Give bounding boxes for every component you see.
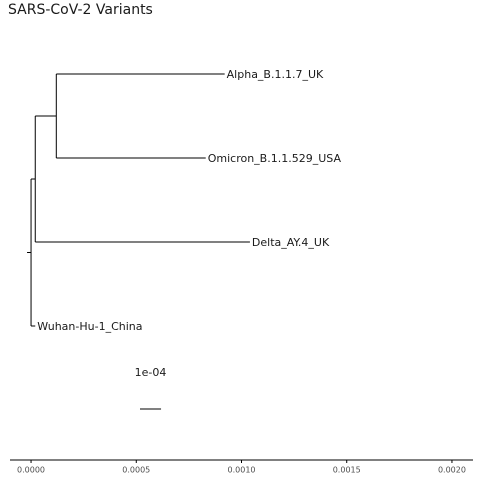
x-axis-tick-label: 0.0015: [333, 466, 361, 475]
scale-bar-label: 1e-04: [135, 366, 167, 379]
x-axis-tick-label: 0.0005: [122, 466, 150, 475]
tip-label: Wuhan-Hu-1_China: [37, 320, 142, 333]
tip-label: Alpha_B.1.1.7_UK: [227, 68, 324, 81]
figure-title: SARS-CoV-2 Variants: [8, 2, 153, 18]
x-axis-tick-label: 0.0000: [17, 466, 45, 475]
x-axis-tick-label: 0.0010: [228, 466, 256, 475]
x-axis-tick-label: 0.0020: [438, 466, 466, 475]
tip-label: Omicron_B.1.1.529_USA: [208, 152, 342, 165]
tip-label: Delta_AY.4_UK: [252, 236, 330, 249]
